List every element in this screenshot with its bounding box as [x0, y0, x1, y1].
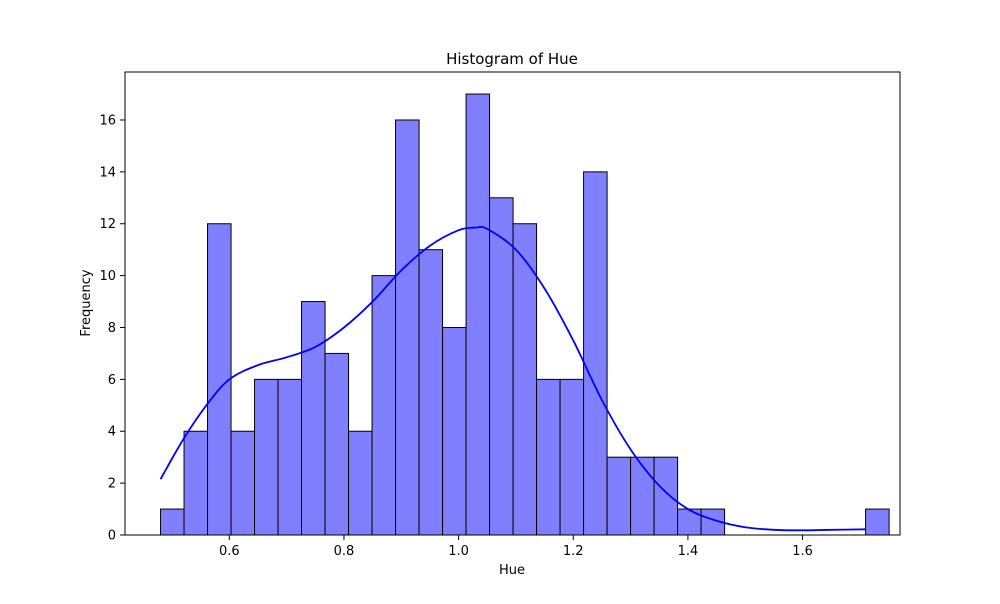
x-axis-label: Hue [499, 563, 525, 578]
histogram-bar [277, 378, 303, 536]
x-tick-label: 0.8 [334, 544, 355, 559]
histogram-bar [183, 430, 209, 536]
y-tick-label: 14 [99, 165, 116, 180]
histogram-bar [418, 249, 444, 536]
histogram-bar [442, 326, 467, 536]
kde-line [159, 225, 866, 532]
histogram-bar [489, 197, 514, 536]
histogram-bar [583, 171, 608, 536]
histogram-bar [254, 378, 279, 536]
y-tick-label: 6 [108, 373, 116, 388]
histogram-bar [371, 275, 397, 536]
x-tick-label: 1.4 [678, 544, 699, 559]
x-tick-label: 1.6 [792, 544, 813, 559]
x-tick-label: 1.0 [448, 544, 469, 559]
histogram-bar [559, 378, 585, 536]
y-tick-label: 2 [108, 477, 116, 492]
x-tick-label: 0.6 [219, 544, 240, 559]
y-tick-label: 0 [108, 529, 116, 544]
histogram-bar [160, 508, 185, 536]
plot-frame [124, 71, 901, 536]
histogram-bar [653, 456, 679, 536]
y-axis-ticks: 0 2 4 6 8 10 12 14 16 [99, 113, 125, 544]
y-tick-label: 16 [99, 113, 116, 128]
histogram-bar [324, 352, 350, 536]
histogram-bar [630, 456, 655, 536]
y-tick-label: 10 [99, 269, 116, 284]
y-tick-label: 8 [108, 321, 116, 336]
histogram-bar [536, 378, 561, 536]
x-tick-label: 1.2 [563, 544, 584, 559]
histogram-bar [230, 430, 256, 536]
histogram-bar [348, 430, 373, 536]
chart-title: Histogram of Hue [446, 50, 578, 68]
y-tick-label: 12 [99, 217, 116, 232]
y-tick-label: 4 [108, 425, 116, 440]
bars-group [160, 93, 890, 536]
histogram-bar [606, 456, 632, 536]
y-axis-label: Frequency [79, 269, 94, 336]
histogram-bar [395, 119, 420, 536]
histogram-bar [301, 301, 326, 536]
histogram-bar [865, 508, 890, 536]
x-axis-ticks: 0.6 0.8 1.0 1.2 1.4 1.6 [219, 535, 813, 559]
histogram-bar [207, 223, 232, 536]
histogram-bar [465, 93, 491, 536]
